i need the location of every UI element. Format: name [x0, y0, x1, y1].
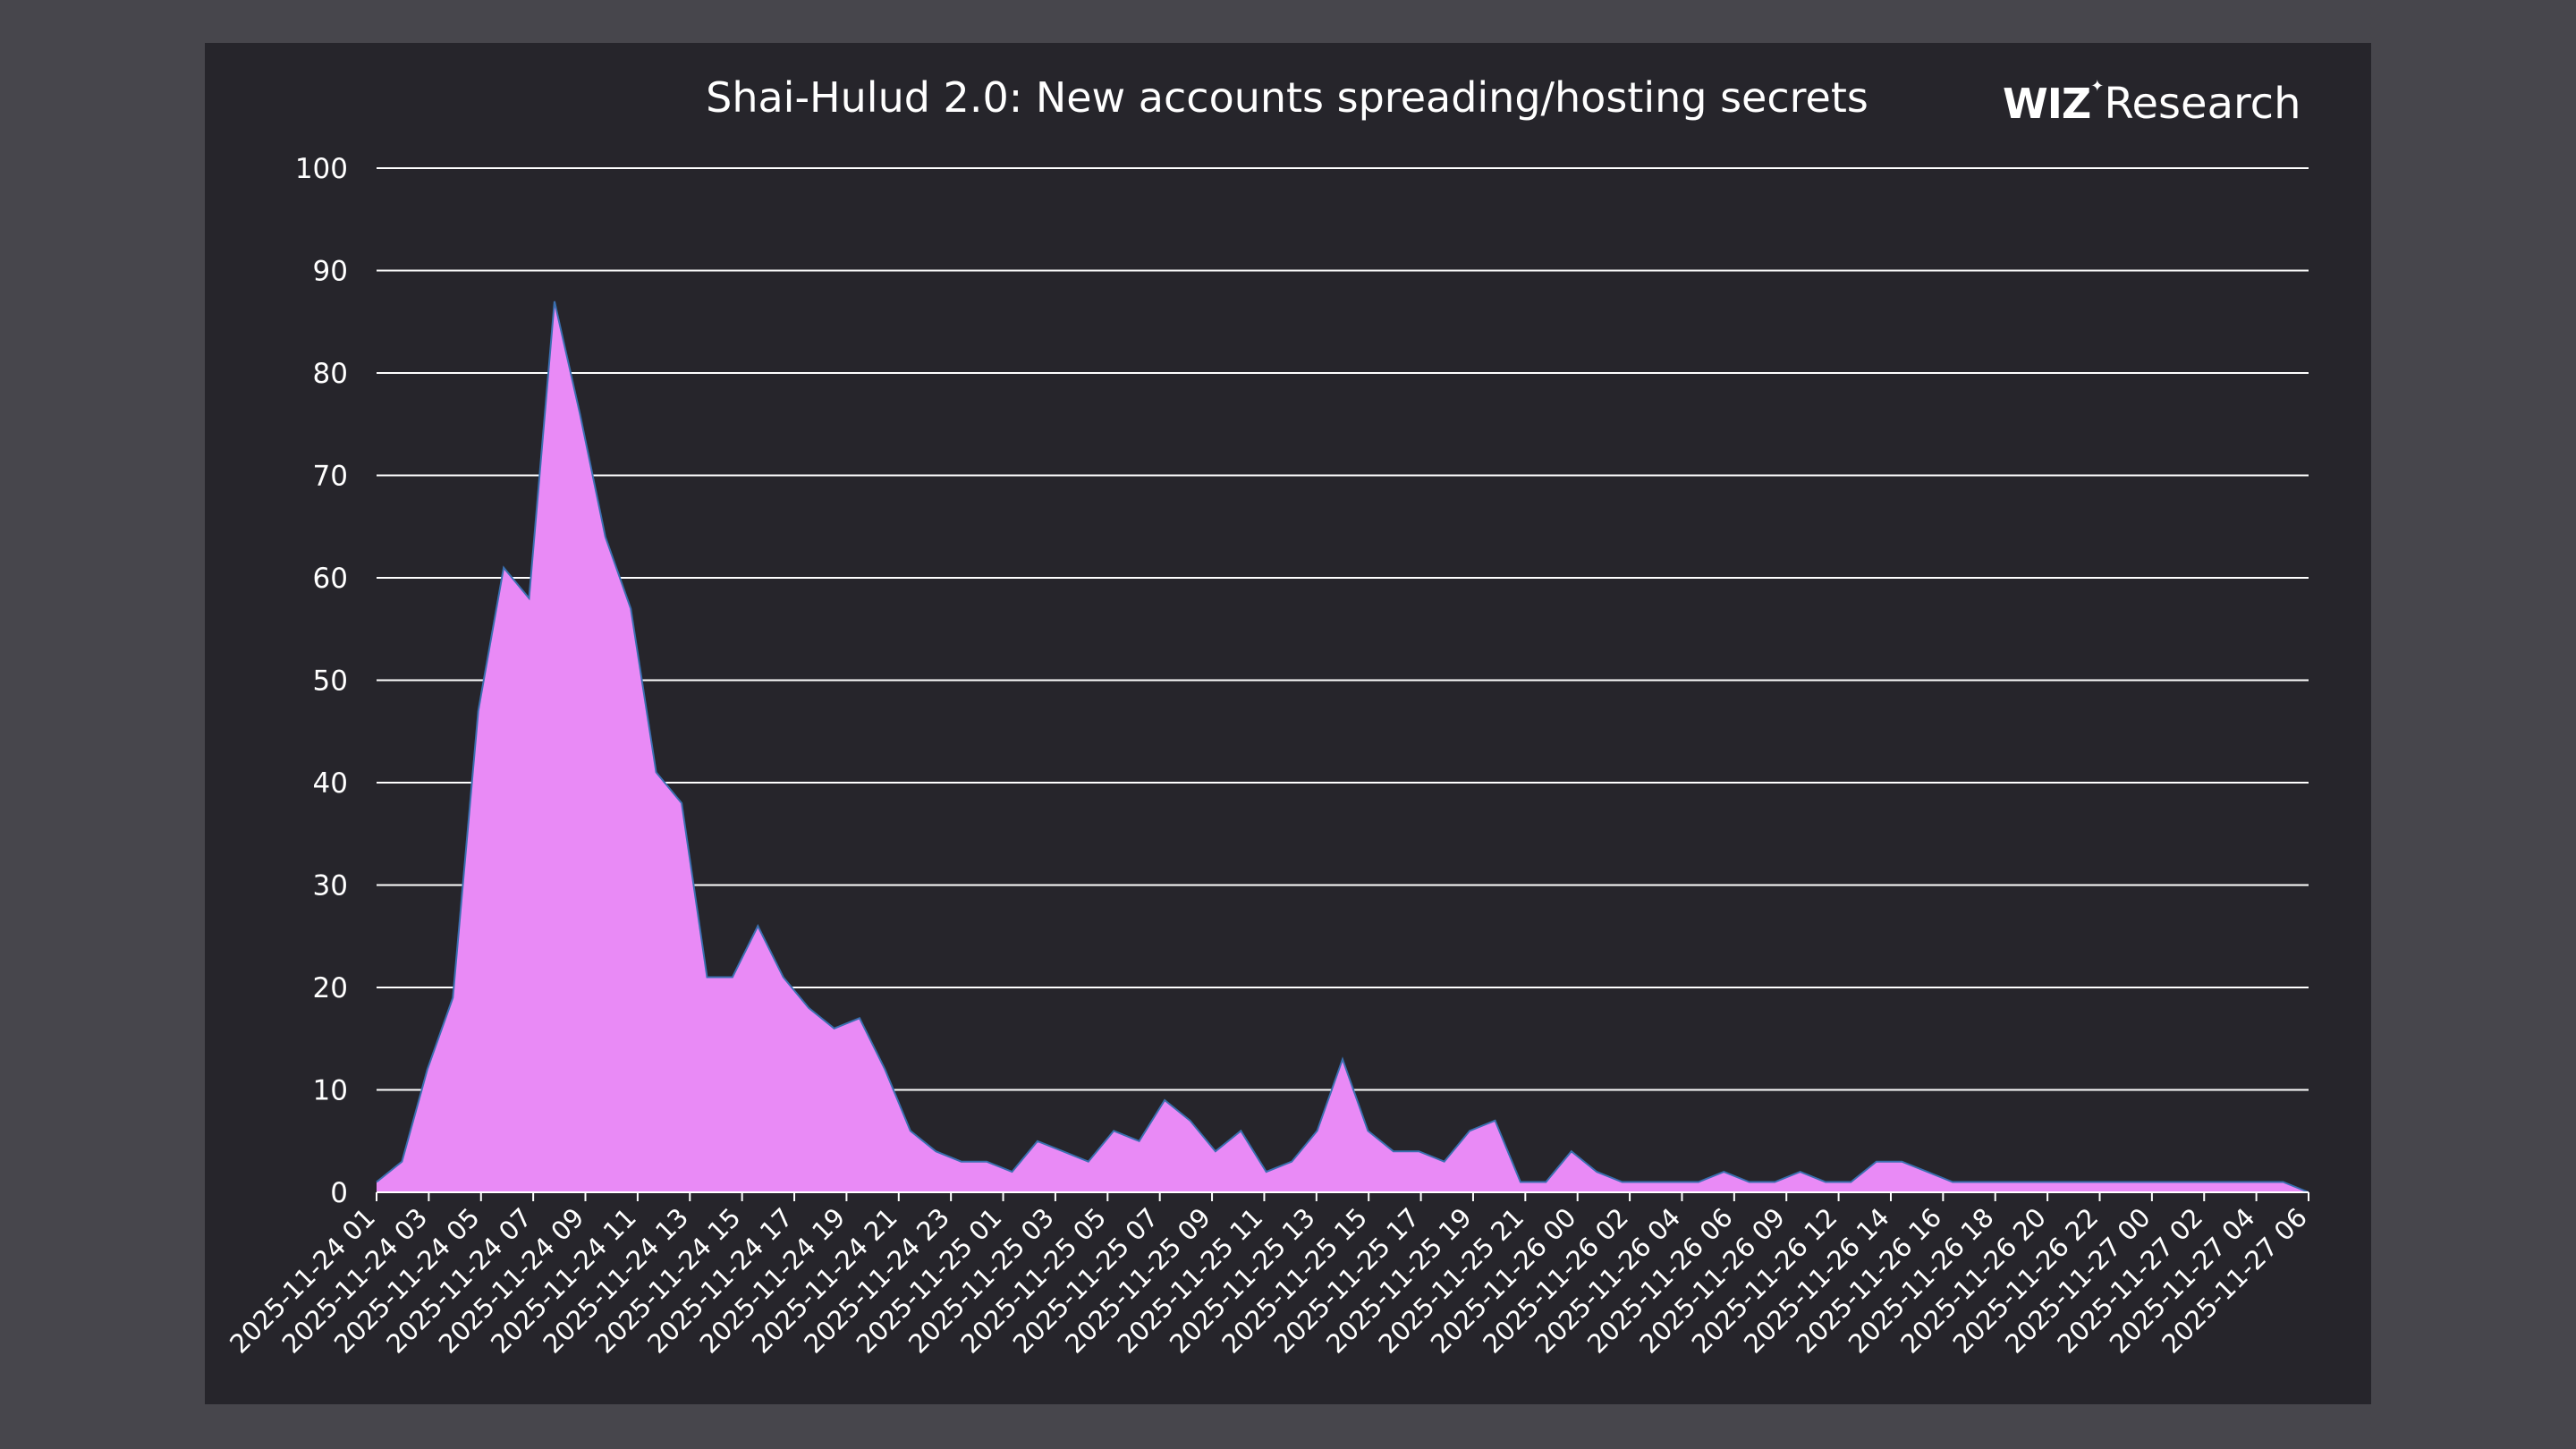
x-axis — [376, 1191, 2309, 1201]
sparkle-icon: ✦ — [2090, 77, 2105, 96]
y-tick-label: 50 — [313, 665, 348, 698]
y-tick-label: 90 — [313, 256, 348, 288]
y-tick-label: 80 — [313, 358, 348, 390]
y-tick-label: 70 — [313, 461, 348, 493]
y-tick-label: 20 — [313, 972, 348, 1004]
area-fill — [377, 301, 2309, 1192]
area-series — [376, 301, 2309, 1193]
wiz-research-logo: WIZ✦Research — [2003, 77, 2301, 129]
area-chart: Shai-Hulud 2.0: New accounts spreading/h… — [224, 73, 2313, 1360]
y-tick-label: 0 — [330, 1177, 348, 1209]
area-line — [376, 301, 2309, 1193]
y-tick-label: 60 — [313, 563, 348, 595]
y-tick-label: 40 — [313, 767, 348, 800]
y-tick-label: 100 — [295, 153, 348, 185]
y-axis-ticks: 0 10 20 30 40 50 60 70 80 90 100 — [295, 153, 348, 1209]
wiz-logo-text: WIZ — [2003, 80, 2091, 128]
y-tick-label: 30 — [313, 870, 348, 902]
chart-panel: Shai-Hulud 2.0: New accounts spreading/h… — [205, 43, 2371, 1404]
y-tick-label: 10 — [313, 1075, 348, 1107]
chart-title: Shai-Hulud 2.0: New accounts spreading/h… — [706, 73, 1868, 122]
research-label: Research — [2104, 79, 2301, 129]
